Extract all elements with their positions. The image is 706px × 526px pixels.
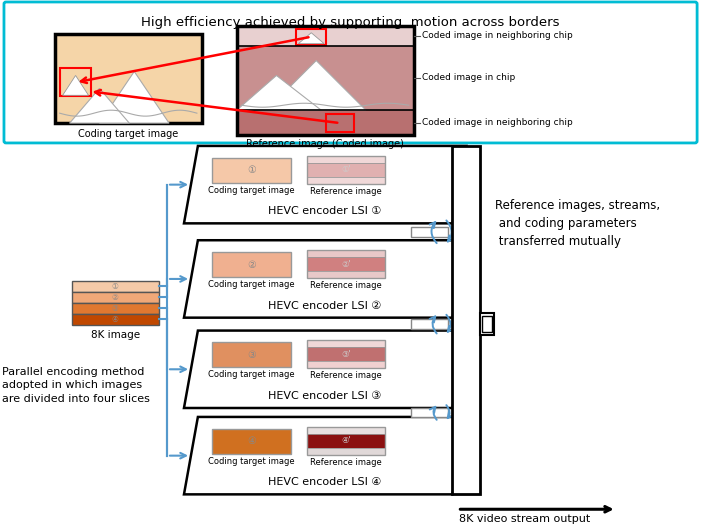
Text: Coding target image: Coding target image (208, 457, 295, 466)
Text: HEVC encoder LSI ②: HEVC encoder LSI ② (268, 301, 382, 311)
Text: Coding target image: Coding target image (208, 280, 295, 289)
Text: Coding target image: Coding target image (208, 370, 295, 379)
Bar (307, 271, 385, 278)
Bar (482, 316, 492, 331)
Bar (307, 177, 385, 184)
Text: HEVC encoder LSI ④: HEVC encoder LSI ④ (268, 478, 382, 488)
Bar (307, 340, 385, 348)
Text: Reference image: Reference image (310, 458, 382, 467)
Polygon shape (184, 146, 467, 224)
Bar (307, 434, 385, 448)
Text: High efficiency achieved by supporting  motion across borders: High efficiency achieved by supporting m… (140, 16, 559, 29)
Text: ②: ② (112, 293, 119, 302)
Bar (212, 158, 292, 183)
Text: HEVC encoder LSI ③: HEVC encoder LSI ③ (268, 391, 382, 401)
Bar (54, 34, 202, 123)
Polygon shape (184, 240, 467, 318)
Bar (307, 257, 385, 271)
Bar (212, 252, 292, 277)
Polygon shape (184, 417, 467, 494)
Text: 8K video stream output: 8K video stream output (460, 514, 591, 524)
Polygon shape (184, 330, 467, 408)
Bar (60, 68, 92, 96)
Text: Coding target image: Coding target image (208, 186, 295, 195)
Text: Parallel encoding method
adopted in which images
are divided into four slices: Parallel encoding method adopted in whic… (2, 367, 150, 403)
Bar (307, 448, 385, 454)
Text: ④': ④' (341, 436, 351, 445)
Text: Coding target image: Coding target image (78, 129, 179, 139)
Polygon shape (70, 88, 129, 123)
Bar (307, 250, 385, 257)
Bar (71, 281, 159, 292)
Text: 8K image: 8K image (91, 330, 140, 340)
FancyBboxPatch shape (4, 2, 697, 143)
Text: ②': ②' (341, 259, 351, 269)
Bar (411, 227, 448, 237)
Text: Reference images, streams,
 and coding parameters
 transferred mutually: Reference images, streams, and coding pa… (495, 198, 660, 248)
Bar (237, 110, 414, 135)
Bar (480, 312, 494, 335)
Bar (307, 427, 385, 434)
Polygon shape (299, 33, 324, 44)
Polygon shape (237, 75, 321, 110)
Bar (307, 156, 385, 163)
Bar (326, 114, 354, 132)
Polygon shape (266, 60, 366, 110)
Text: ④: ④ (112, 315, 119, 323)
Text: ①: ① (247, 165, 256, 175)
Text: ③: ③ (247, 350, 256, 360)
Bar (307, 427, 385, 454)
Text: Coded image in chip: Coded image in chip (421, 74, 515, 83)
Text: ①': ①' (341, 165, 351, 174)
Text: ③: ③ (112, 304, 119, 313)
Text: ④: ④ (247, 436, 256, 446)
Bar (212, 429, 292, 453)
Text: Reference image (Coded image): Reference image (Coded image) (246, 139, 404, 149)
Bar (237, 46, 414, 110)
Text: HEVC encoder LSI ①: HEVC encoder LSI ① (268, 206, 382, 216)
Bar (411, 408, 448, 418)
Polygon shape (100, 72, 169, 123)
Bar (307, 250, 385, 278)
Bar (212, 342, 292, 367)
Bar (411, 319, 448, 329)
Text: Coded image in neighboring chip: Coded image in neighboring chip (421, 118, 573, 127)
Text: Reference image: Reference image (310, 187, 382, 196)
Text: Coded image in neighboring chip: Coded image in neighboring chip (421, 31, 573, 40)
Bar (71, 303, 159, 313)
Text: Reference image: Reference image (310, 371, 382, 380)
Polygon shape (63, 75, 88, 95)
Text: Reference image: Reference image (310, 281, 382, 290)
Bar (237, 26, 414, 135)
Bar (297, 29, 326, 45)
Bar (307, 340, 385, 368)
Bar (307, 348, 385, 361)
Text: ③': ③' (341, 350, 351, 359)
Bar (237, 26, 414, 46)
Text: ②: ② (247, 259, 256, 269)
Text: ①: ① (112, 282, 119, 291)
Bar (307, 163, 385, 177)
Bar (307, 156, 385, 184)
Bar (71, 313, 159, 325)
Bar (71, 292, 159, 303)
Bar (307, 361, 385, 368)
Bar (453, 146, 480, 494)
